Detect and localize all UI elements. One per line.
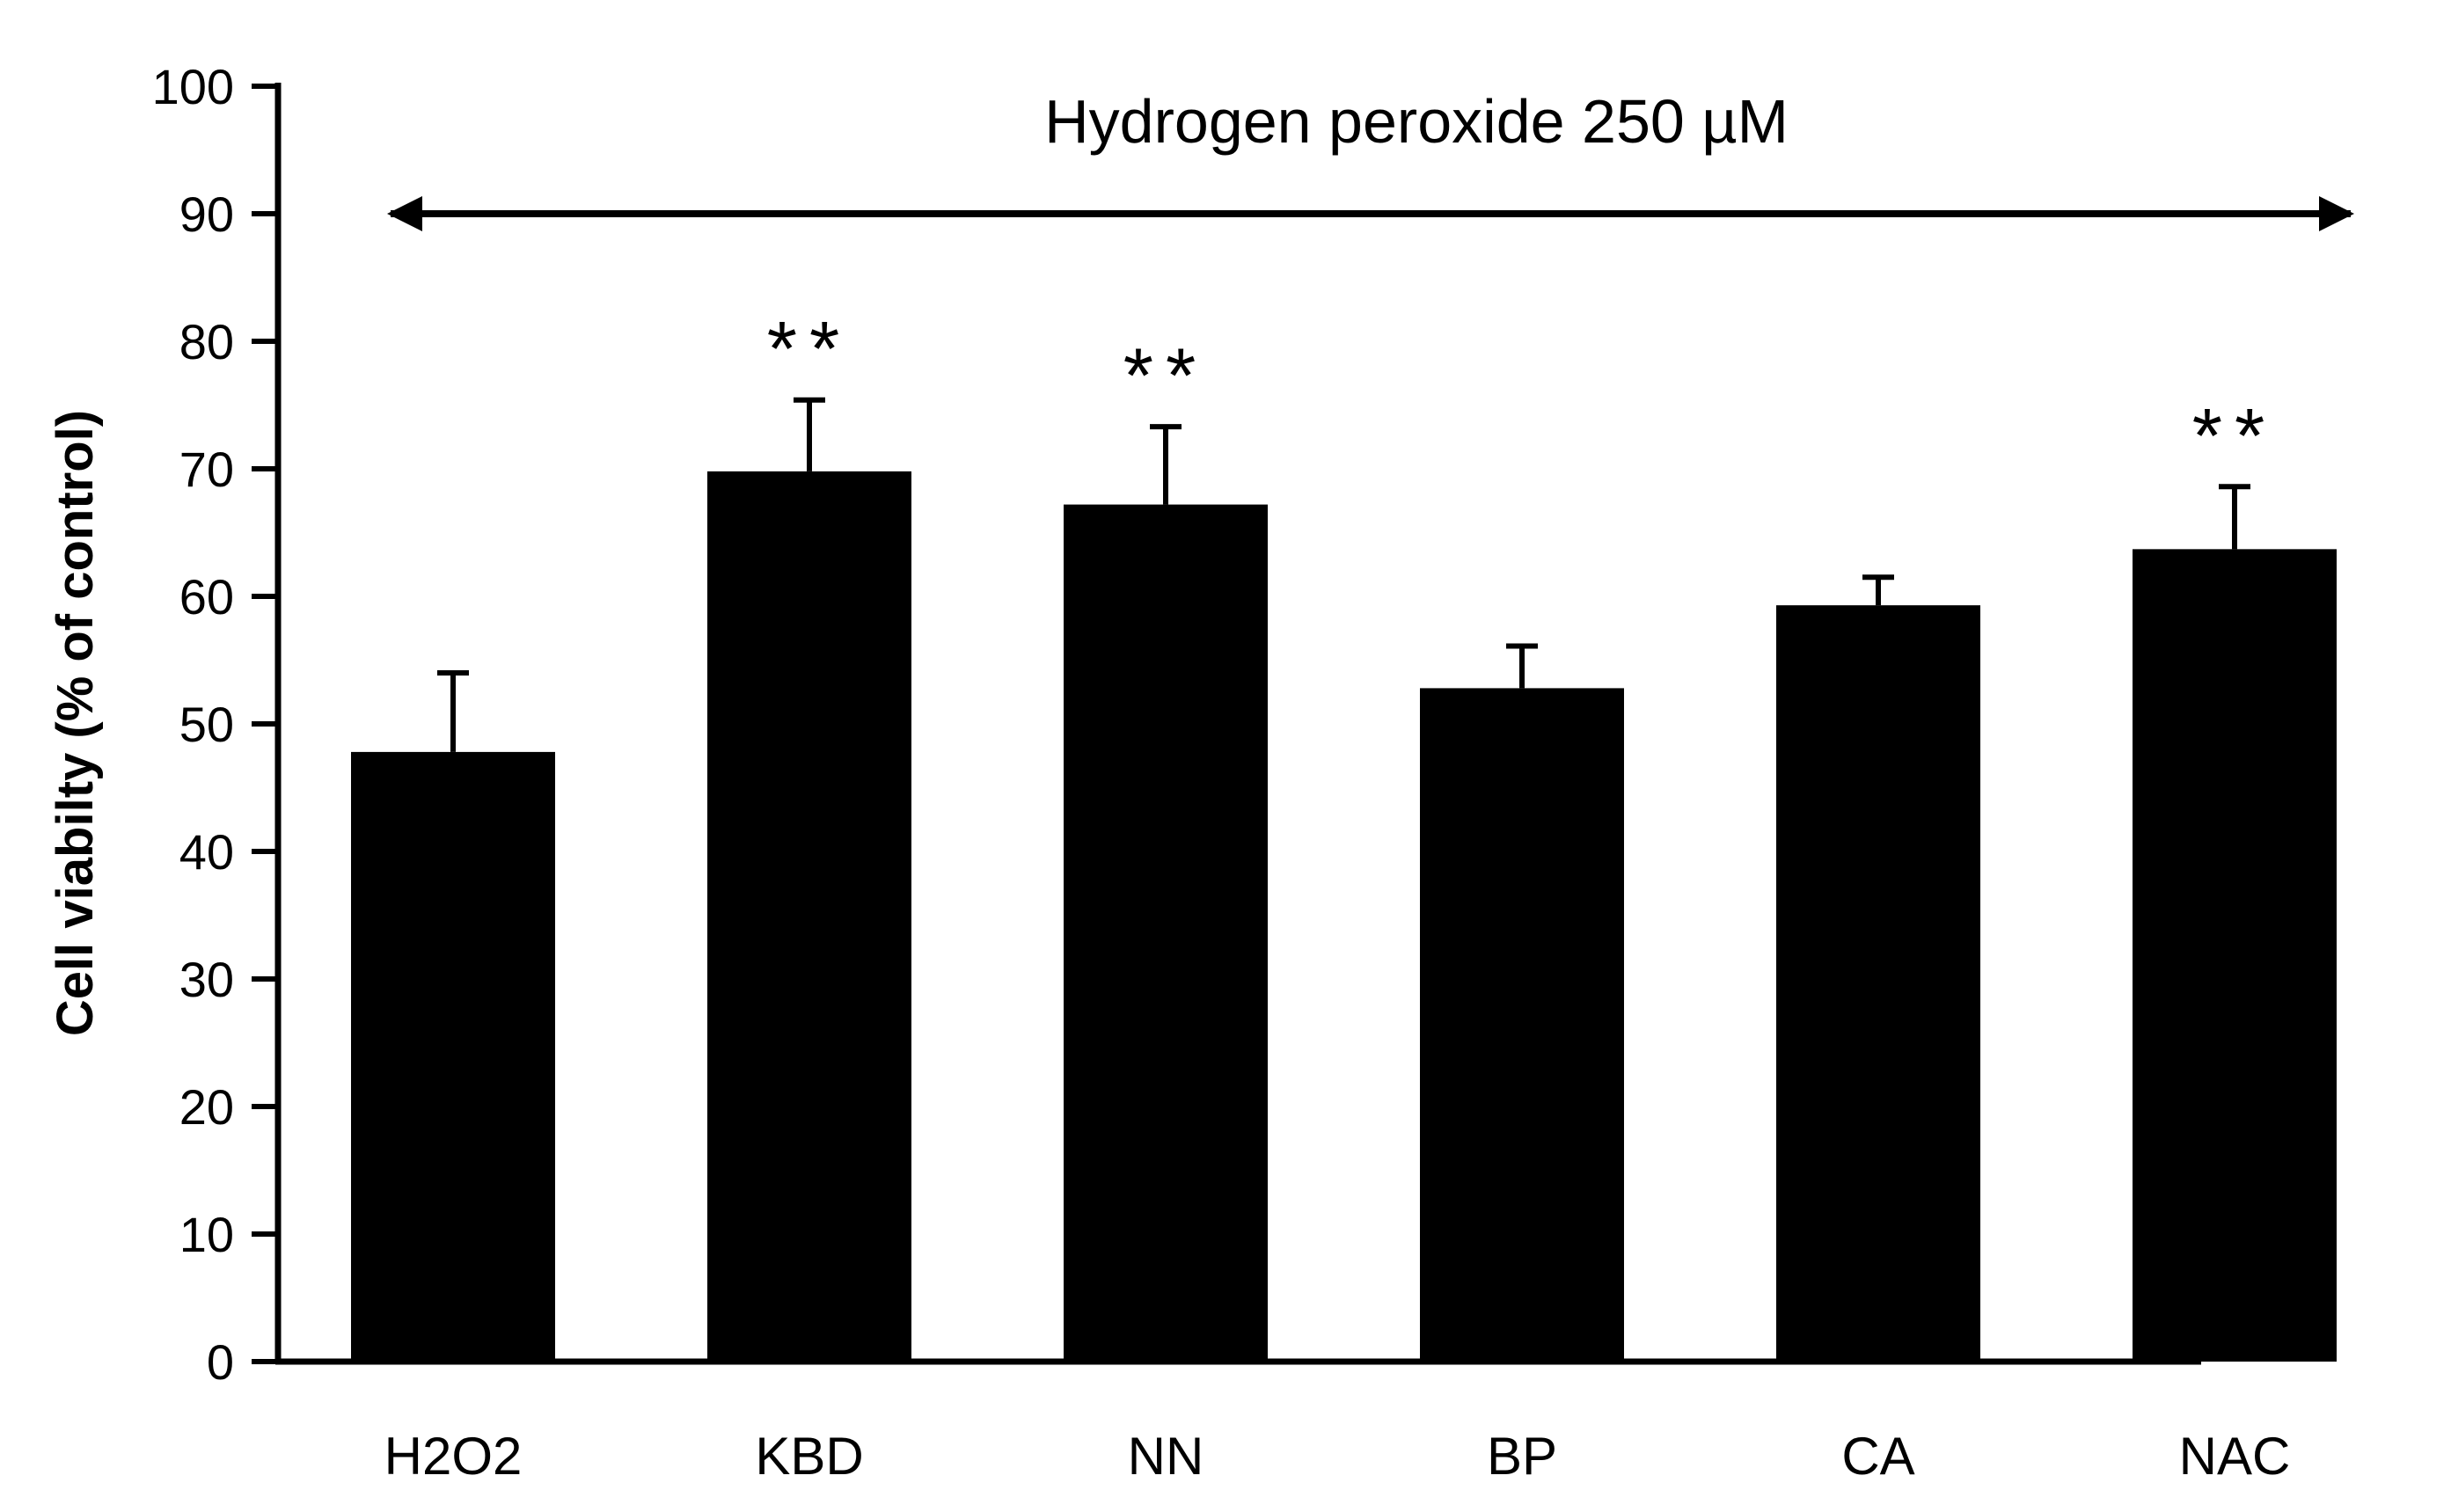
- y-tick-label-60: 60: [179, 569, 234, 625]
- y-tick-label-30: 30: [179, 952, 234, 1007]
- x-tick-label-h2o2: H2O2: [384, 1427, 523, 1486]
- y-tick-label-80: 80: [179, 314, 234, 369]
- x-tick-label-kbd: KBD: [755, 1427, 863, 1486]
- bar-h2o2: [351, 751, 555, 1362]
- y-tick-label-70: 70: [179, 442, 234, 497]
- y-tick-label-10: 10: [179, 1207, 234, 1262]
- x-tick-label-bp: BP: [1487, 1427, 1557, 1486]
- y-tick-label-0: 0: [207, 1334, 234, 1390]
- x-tick-label-nac: NAC: [2179, 1427, 2291, 1486]
- bars-layer: [351, 471, 2337, 1362]
- bar-ca: [1776, 605, 1980, 1362]
- significance-label-nac: **: [2192, 391, 2278, 478]
- bar-nn: [1064, 504, 1268, 1362]
- significance-label-nn: **: [1123, 332, 1209, 419]
- axes-layer: [252, 83, 2201, 1365]
- y-tick-label-20: 20: [179, 1079, 234, 1135]
- y-axis-title: Cell viabilty (% of control): [47, 410, 104, 1036]
- bar-bp: [1420, 688, 1624, 1362]
- y-tick-label-90: 90: [179, 186, 234, 242]
- annotation-layer: Hydrogen peroxide 250 µM: [387, 87, 2354, 231]
- bar-nac: [2133, 549, 2337, 1362]
- significance-label-kbd: **: [767, 305, 852, 392]
- error-bars-layer: [437, 397, 2250, 752]
- bar-kbd: [707, 471, 911, 1362]
- x-tick-label-ca: CA: [1841, 1427, 1914, 1486]
- y-tick-label-50: 50: [179, 697, 234, 752]
- labels-layer: H2O2 ** KBD ** NN BP CA ** NAC 0 10 20 30 40 50 60 70 80 9…: [47, 59, 2290, 1486]
- y-tick-label-100: 100: [152, 59, 234, 114]
- y-tick-label-40: 40: [179, 824, 234, 880]
- annotation-label: Hydrogen peroxide 250 µM: [1044, 87, 1789, 156]
- x-tick-label-nn: NN: [1128, 1427, 1204, 1486]
